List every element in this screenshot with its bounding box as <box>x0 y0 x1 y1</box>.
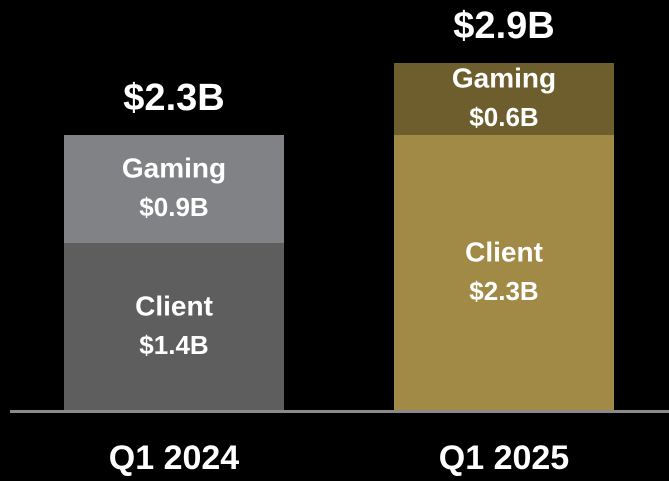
segment-value: $1.4B <box>139 330 208 360</box>
bar-segment <box>394 135 614 411</box>
segment-value: $0.9B <box>139 192 208 222</box>
segment-name: Gaming <box>122 152 226 183</box>
segment-value: $2.3B <box>469 276 538 306</box>
bar-segment <box>64 135 284 243</box>
bar-segment <box>64 243 284 411</box>
x-tick-label: Q1 2025 <box>439 439 569 477</box>
bar-segment <box>394 63 614 135</box>
segment-name: Gaming <box>452 62 556 93</box>
segment-name: Client <box>135 290 213 321</box>
total-label: $2.3B <box>123 77 224 119</box>
x-tick-label: Q1 2024 <box>109 439 240 477</box>
segment-name: Client <box>465 236 543 267</box>
total-label: $2.9B <box>453 5 554 47</box>
segment-value: $0.6B <box>469 102 538 132</box>
